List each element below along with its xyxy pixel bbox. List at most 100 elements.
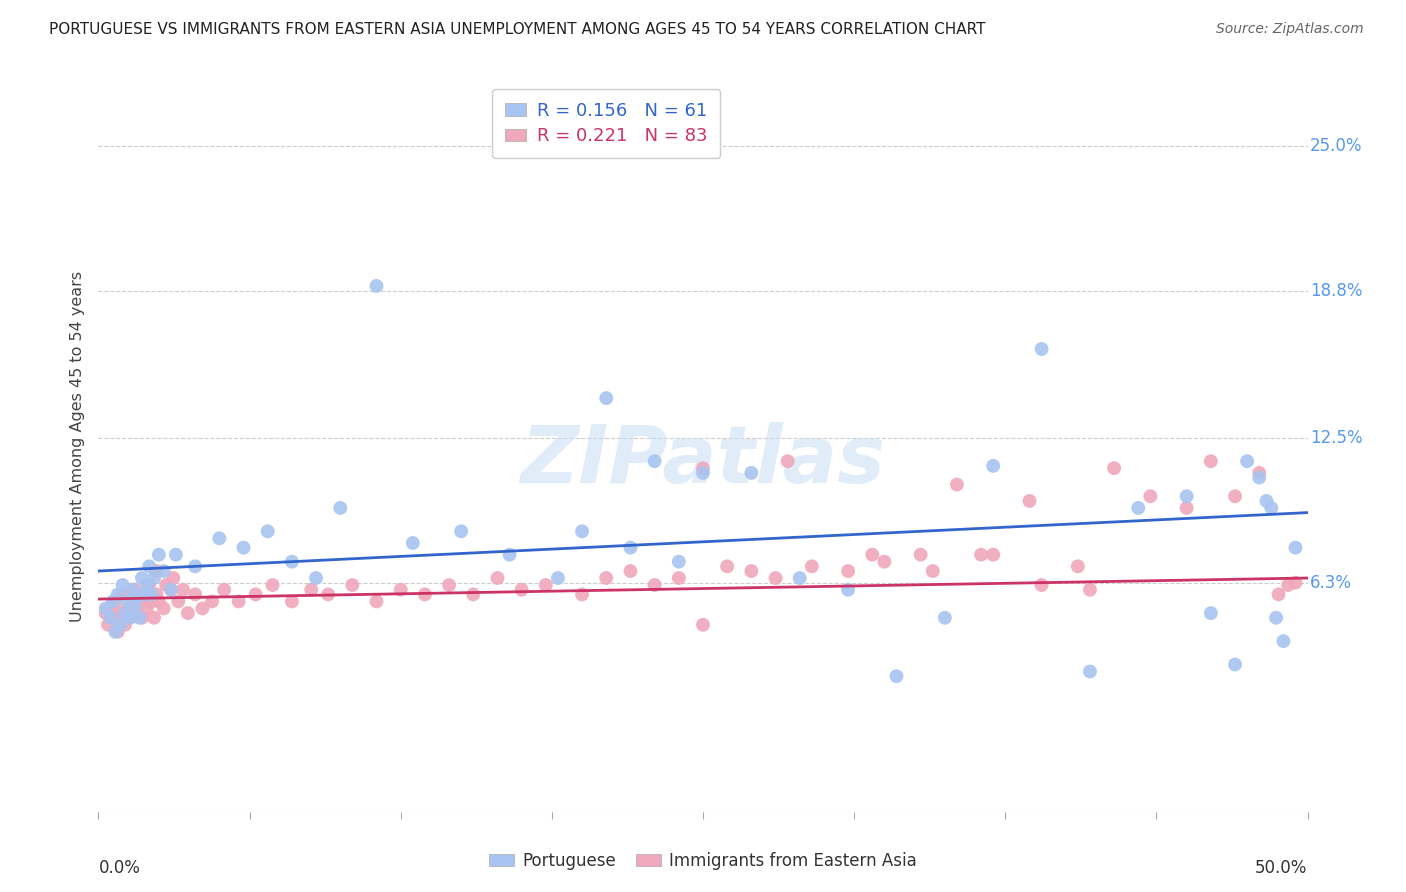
Point bbox=[256, 524, 278, 539]
Point bbox=[1175, 500, 1198, 515]
Text: 12.5%: 12.5% bbox=[1310, 429, 1362, 447]
Point bbox=[232, 541, 254, 555]
Text: 50.0%: 50.0% bbox=[1256, 859, 1308, 877]
Point bbox=[148, 594, 170, 608]
Point bbox=[111, 587, 134, 601]
Point bbox=[184, 587, 207, 601]
Point bbox=[437, 578, 460, 592]
Point bbox=[111, 578, 134, 592]
Point bbox=[413, 587, 436, 601]
Point bbox=[571, 587, 593, 601]
Point bbox=[1284, 575, 1306, 590]
Point bbox=[114, 617, 136, 632]
Point bbox=[402, 536, 425, 550]
Point bbox=[191, 601, 214, 615]
Point bbox=[94, 606, 117, 620]
Point bbox=[160, 582, 183, 597]
Point bbox=[100, 611, 122, 625]
Point bbox=[547, 571, 569, 585]
Point bbox=[1223, 657, 1246, 672]
Point bbox=[389, 582, 412, 597]
Text: ZIPatlas: ZIPatlas bbox=[520, 422, 886, 500]
Point bbox=[595, 571, 617, 585]
Point bbox=[212, 582, 235, 597]
Point bbox=[860, 548, 883, 562]
Point bbox=[342, 578, 364, 592]
Point bbox=[100, 601, 122, 615]
Point bbox=[121, 582, 143, 597]
Point bbox=[143, 571, 166, 585]
Text: Source: ZipAtlas.com: Source: ZipAtlas.com bbox=[1216, 22, 1364, 37]
Point bbox=[1078, 665, 1101, 679]
Point bbox=[970, 548, 993, 562]
Point bbox=[305, 571, 328, 585]
Point bbox=[208, 531, 231, 545]
Point bbox=[135, 601, 157, 615]
Point bbox=[117, 594, 139, 608]
Point bbox=[121, 594, 143, 608]
Point bbox=[366, 594, 388, 608]
Point bbox=[152, 601, 174, 615]
Point bbox=[101, 611, 124, 625]
Point bbox=[172, 582, 194, 597]
Point bbox=[595, 391, 617, 405]
Point bbox=[934, 611, 956, 625]
Point bbox=[107, 587, 129, 601]
Point bbox=[740, 466, 762, 480]
Point bbox=[262, 578, 284, 592]
Point bbox=[281, 594, 304, 608]
Point bbox=[668, 555, 690, 569]
Y-axis label: Unemployment Among Ages 45 to 54 years: Unemployment Among Ages 45 to 54 years bbox=[70, 270, 86, 622]
Point bbox=[104, 624, 127, 639]
Point bbox=[776, 454, 799, 468]
Point bbox=[127, 590, 149, 604]
Point bbox=[124, 582, 146, 597]
Point bbox=[1102, 461, 1125, 475]
Point bbox=[789, 571, 811, 585]
Point bbox=[201, 594, 224, 608]
Point bbox=[1284, 541, 1306, 555]
Point bbox=[177, 606, 200, 620]
Point bbox=[138, 559, 160, 574]
Point bbox=[619, 541, 641, 555]
Point bbox=[463, 587, 485, 601]
Text: 25.0%: 25.0% bbox=[1310, 136, 1362, 154]
Point bbox=[135, 578, 157, 592]
Point bbox=[668, 571, 690, 585]
Point bbox=[765, 571, 787, 585]
Point bbox=[162, 571, 184, 585]
Point bbox=[1175, 489, 1198, 503]
Point bbox=[118, 611, 141, 625]
Point bbox=[534, 578, 557, 592]
Point bbox=[1128, 500, 1150, 515]
Text: 18.8%: 18.8% bbox=[1310, 282, 1362, 300]
Point bbox=[148, 548, 170, 562]
Point bbox=[1139, 489, 1161, 503]
Point bbox=[143, 611, 166, 625]
Point bbox=[97, 617, 120, 632]
Point bbox=[118, 611, 141, 625]
Point bbox=[981, 458, 1004, 473]
Point bbox=[981, 548, 1004, 562]
Point bbox=[740, 564, 762, 578]
Text: 6.3%: 6.3% bbox=[1310, 574, 1353, 591]
Point bbox=[114, 606, 136, 620]
Point bbox=[141, 594, 163, 608]
Point bbox=[1260, 500, 1282, 515]
Point bbox=[131, 571, 153, 585]
Point bbox=[281, 555, 304, 569]
Point bbox=[619, 564, 641, 578]
Point bbox=[316, 587, 339, 601]
Point bbox=[450, 524, 472, 539]
Point bbox=[165, 548, 187, 562]
Point bbox=[145, 564, 167, 578]
Point bbox=[692, 466, 714, 480]
Point bbox=[366, 279, 388, 293]
Point bbox=[160, 582, 183, 597]
Point bbox=[1018, 494, 1040, 508]
Point bbox=[800, 559, 823, 574]
Point bbox=[644, 454, 666, 468]
Point bbox=[1223, 489, 1246, 503]
Point bbox=[873, 555, 896, 569]
Point bbox=[108, 606, 131, 620]
